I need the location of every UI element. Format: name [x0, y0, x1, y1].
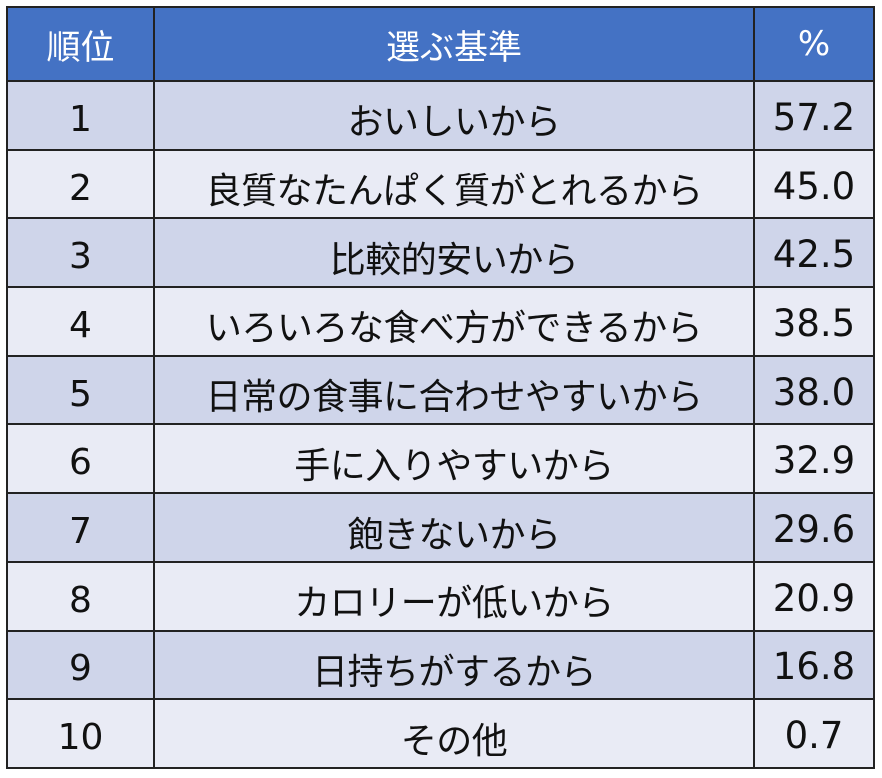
- header-criterion: 選ぶ基準: [155, 8, 753, 80]
- percent-cell: 57.2: [755, 82, 873, 149]
- rank-cell: 7: [8, 494, 153, 561]
- percent-cell: 38.5: [755, 288, 873, 355]
- rank-cell: 10: [8, 700, 153, 767]
- rank-cell: 6: [8, 425, 153, 493]
- rank-cell: 5: [8, 356, 153, 424]
- rank-cell: 2: [8, 150, 153, 218]
- percent-cell: 32.9: [755, 425, 873, 493]
- percent-cell: 16.8: [755, 631, 873, 699]
- criterion-cell: 手に入りやすいから: [155, 425, 753, 493]
- criterion-cell: おいしいから: [155, 82, 753, 149]
- percent-cell: 29.6: [755, 494, 873, 561]
- criterion-cell: いろいろな食べ方ができるから: [155, 288, 753, 355]
- rank-cell: 8: [8, 562, 153, 630]
- percent-cell: 42.5: [755, 219, 873, 287]
- percent-cell: 0.7: [755, 700, 873, 767]
- ranking-table: 順位 選ぶ基準 % 1 おいしいから 57.2 2 良質なたんぱく質がとれるから…: [6, 6, 875, 769]
- criterion-cell: 日持ちがするから: [155, 631, 753, 699]
- criterion-cell: 飽きないから: [155, 494, 753, 561]
- rank-cell: 4: [8, 288, 153, 355]
- percent-cell: 20.9: [755, 562, 873, 630]
- criterion-cell: その他: [155, 700, 753, 767]
- criterion-cell: カロリーが低いから: [155, 562, 753, 630]
- criterion-cell: 良質なたんぱく質がとれるから: [155, 150, 753, 218]
- criterion-cell: 日常の食事に合わせやすいから: [155, 356, 753, 424]
- header-rank: 順位: [8, 8, 153, 80]
- percent-cell: 45.0: [755, 150, 873, 218]
- criterion-cell: 比較的安いから: [155, 219, 753, 287]
- percent-cell: 38.0: [755, 356, 873, 424]
- rank-cell: 1: [8, 82, 153, 149]
- rank-cell: 9: [8, 631, 153, 699]
- rank-cell: 3: [8, 219, 153, 287]
- header-percent: %: [755, 8, 873, 80]
